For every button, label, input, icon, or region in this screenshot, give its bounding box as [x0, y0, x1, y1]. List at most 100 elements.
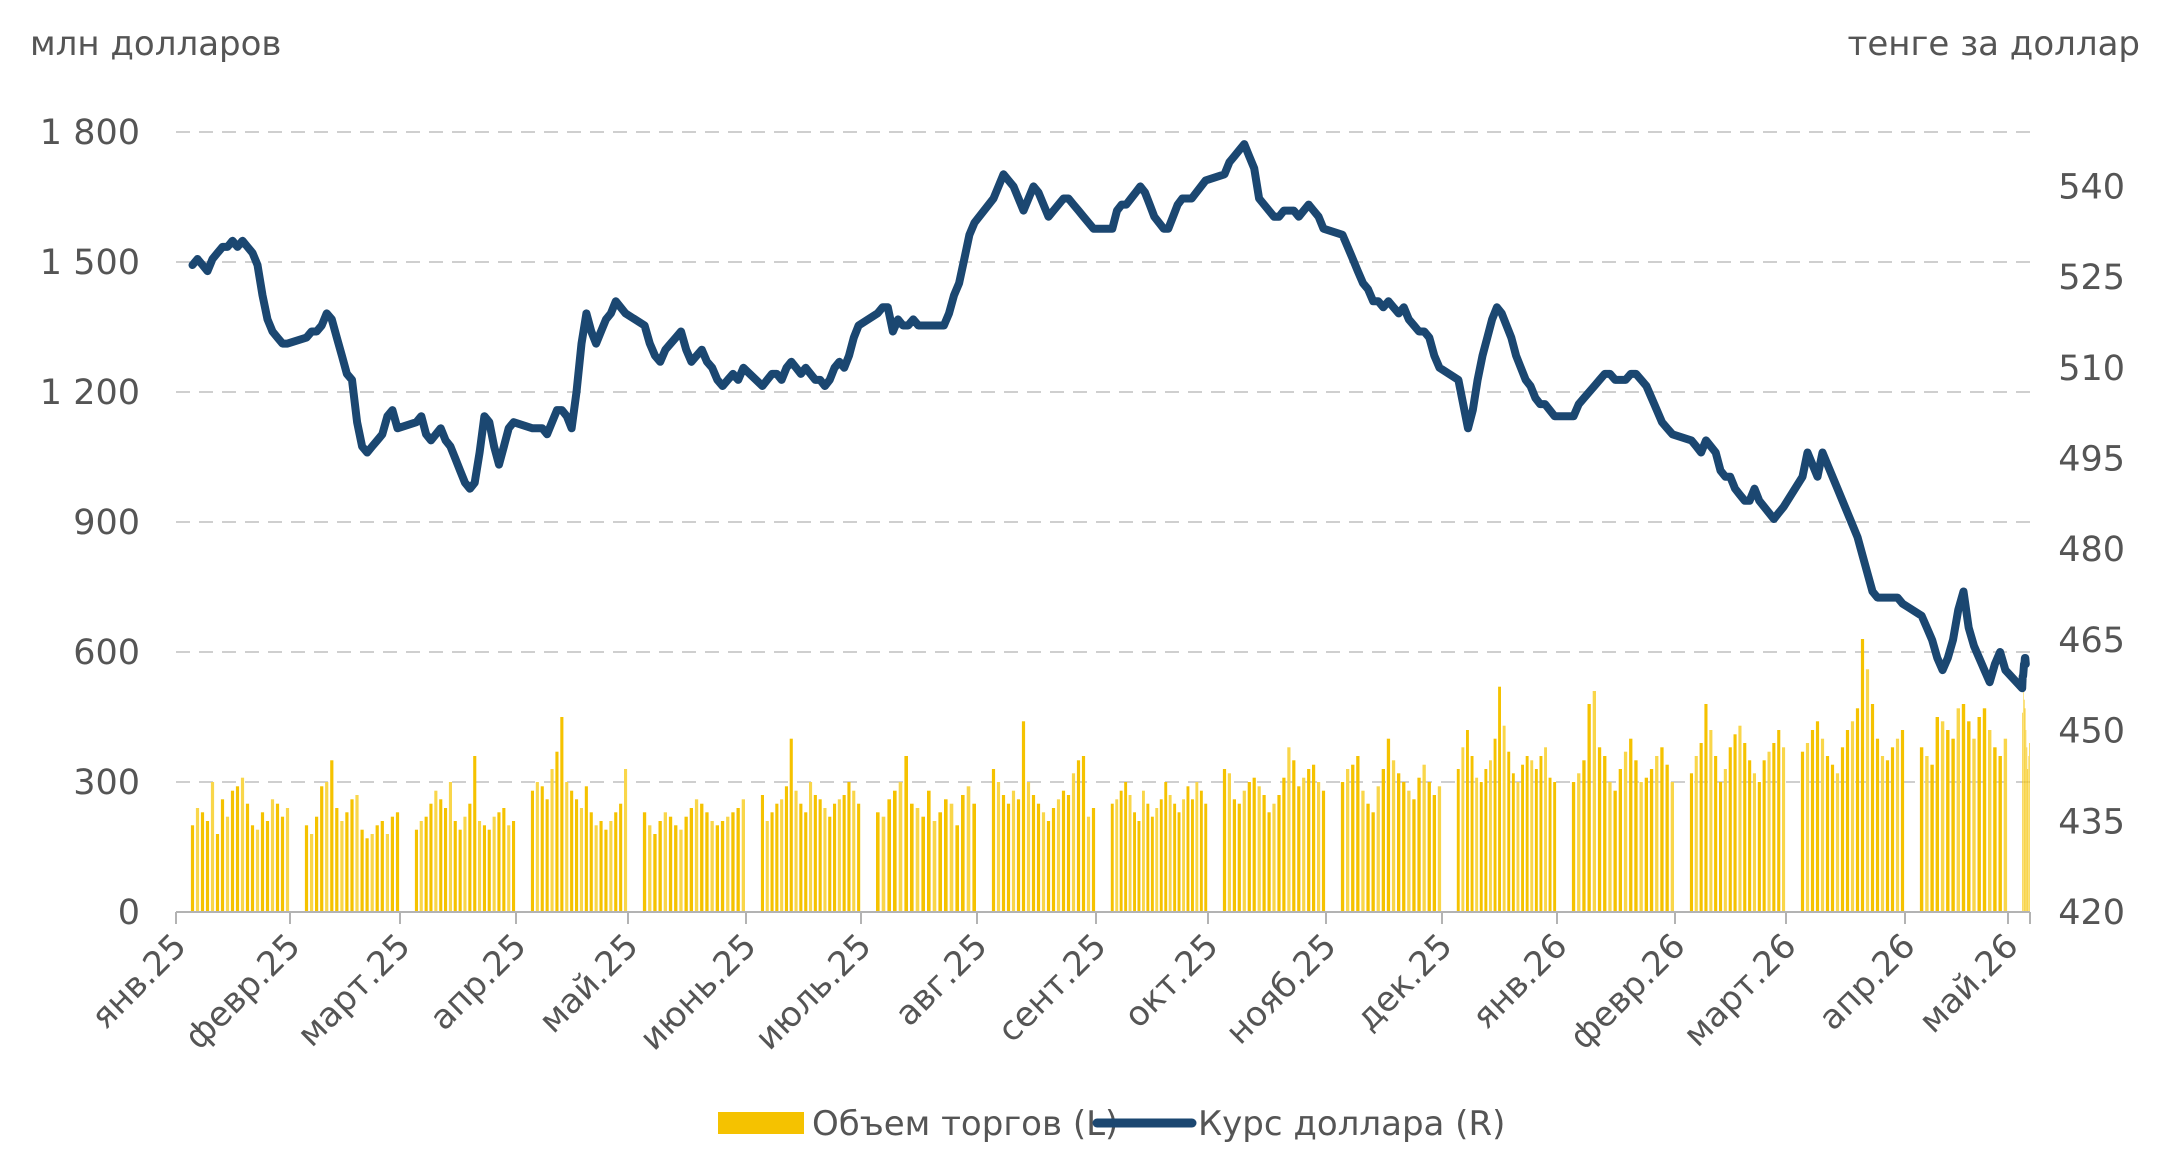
volume-bar	[1366, 803, 1370, 912]
volume-bar	[1865, 669, 1870, 912]
volume-bar	[684, 816, 688, 912]
volume-bar	[325, 782, 329, 912]
volume-bar	[1475, 777, 1479, 912]
volume-bar	[1800, 751, 1805, 912]
volume-bar	[1026, 782, 1031, 912]
volume-bar	[1356, 756, 1360, 912]
volume-bar	[589, 812, 593, 912]
volume-bar	[1925, 756, 1929, 912]
volume-bar	[1719, 782, 1723, 912]
volume-bar	[996, 782, 1001, 912]
volume-bar	[545, 799, 549, 912]
volume-bar	[320, 786, 324, 912]
volume-bar	[492, 816, 496, 912]
volume-bar	[972, 803, 976, 912]
volume-bar	[1041, 812, 1046, 912]
volume-bar	[809, 782, 813, 912]
volume-bar	[330, 760, 334, 912]
volume-bar	[1461, 747, 1465, 912]
volume-bar	[345, 812, 349, 912]
volume-bar	[1432, 795, 1436, 912]
volume-bar	[720, 821, 725, 912]
volume-bar	[1582, 760, 1586, 912]
legend-volume-label: Объем торгов (L)	[812, 1104, 1118, 1144]
volume-bar	[200, 812, 205, 912]
volume-bar	[1743, 743, 1747, 912]
volume-bar	[715, 825, 719, 912]
volume-bar	[1810, 730, 1815, 912]
volume-bar	[705, 812, 709, 912]
volume-bar	[390, 816, 394, 912]
volume-bar	[1723, 769, 1727, 912]
volume-bar	[1956, 708, 1960, 912]
volume-bar	[1728, 747, 1732, 912]
volume-bar	[530, 790, 534, 912]
volume-bar	[1840, 747, 1845, 912]
volume-bar	[1919, 747, 1924, 912]
volume-bar	[932, 821, 937, 912]
volume-bar	[1597, 747, 1602, 912]
volume-bar	[235, 786, 240, 912]
volume-bar	[360, 829, 364, 912]
volume-bar	[482, 825, 486, 912]
volume-bar	[1930, 764, 1934, 912]
volume-bar	[1757, 782, 1761, 912]
volume-bar	[380, 821, 384, 912]
volume-bar	[1738, 725, 1742, 912]
volume-bar	[1470, 756, 1474, 912]
volume-bar	[1371, 812, 1375, 912]
volume-bar	[1381, 769, 1385, 912]
volume-bar	[230, 790, 235, 912]
volume-bar	[1407, 790, 1411, 912]
volume-bar	[1277, 795, 1281, 912]
right-tick-label: 435	[2058, 802, 2125, 842]
volume-bar	[2023, 699, 2025, 912]
volume-bar	[1150, 816, 1154, 912]
right-tick-label: 465	[2058, 621, 2125, 661]
volume-bar	[448, 782, 452, 912]
volume-bar	[1071, 773, 1076, 912]
volume-bar	[784, 786, 788, 912]
volume-bar	[2024, 708, 2026, 912]
volume-bar	[340, 821, 344, 912]
volume-bar	[1142, 790, 1145, 912]
volume-bar	[1307, 769, 1311, 912]
volume-bar	[1282, 777, 1286, 912]
volume-bar	[1670, 782, 1674, 912]
left-tick-label: 1 800	[40, 113, 140, 153]
volume-bar	[1951, 738, 1955, 912]
volume-bar	[1993, 747, 1997, 912]
volume-bar	[1199, 790, 1203, 912]
volume-bar	[663, 812, 667, 912]
volume-bar	[1544, 747, 1547, 912]
volume-bar	[550, 769, 554, 912]
volume-bar	[1252, 777, 1256, 912]
volume-bar	[726, 816, 730, 912]
volume-bar	[852, 790, 856, 912]
volume-bar	[265, 821, 270, 912]
volume-bar	[275, 803, 280, 912]
volume-bar	[1521, 764, 1524, 912]
volume-bar	[1805, 743, 1810, 912]
volume-bar	[1484, 769, 1488, 912]
left-tick-label: 1 500	[40, 243, 140, 283]
volume-bar	[1422, 764, 1426, 912]
volume-bar	[1875, 738, 1880, 912]
volume-bar	[1391, 760, 1396, 912]
volume-bar	[355, 795, 359, 912]
volume-bar	[1402, 782, 1406, 912]
volume-bar	[468, 803, 472, 912]
volume-bar	[921, 816, 925, 912]
volume-bar	[1081, 756, 1086, 912]
volume-bar	[1489, 760, 1492, 912]
volume-bar	[1232, 799, 1236, 912]
volume-bar	[731, 812, 735, 912]
legend: Объем торгов (L) Курс доллара (R)	[718, 1104, 1505, 1144]
volume-bar	[944, 799, 948, 912]
legend-volume-swatch	[718, 1112, 804, 1134]
volume-bar	[565, 782, 569, 912]
right-tick-label: 495	[2058, 440, 2125, 480]
volume-bar	[1173, 803, 1177, 912]
volume-bar	[642, 812, 647, 912]
volume-bar	[847, 782, 851, 912]
